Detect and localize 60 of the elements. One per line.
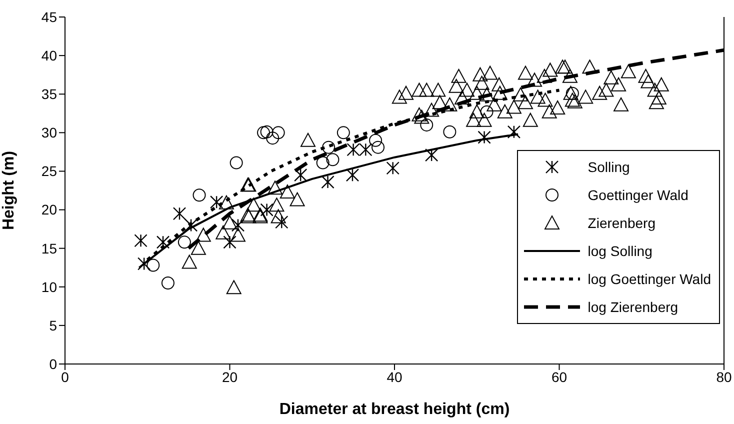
point xyxy=(272,126,285,140)
point xyxy=(156,236,170,249)
point xyxy=(372,140,385,154)
y-tick-label: 5 xyxy=(49,317,58,334)
y-tick-label: 25 xyxy=(41,163,58,180)
x-tick-label: 60 xyxy=(551,368,568,385)
point xyxy=(210,195,224,209)
point xyxy=(223,236,236,249)
x-tick-label: 20 xyxy=(222,368,238,385)
point xyxy=(321,175,334,189)
point xyxy=(386,162,400,175)
y-tick-label: 15 xyxy=(41,240,58,256)
point xyxy=(478,130,491,144)
point xyxy=(316,156,330,170)
y-tick-label: 20 xyxy=(41,202,58,218)
point xyxy=(346,168,360,182)
y-tick-label: 30 xyxy=(41,124,58,141)
point xyxy=(260,203,274,216)
point xyxy=(326,153,340,166)
x-tick-label: 40 xyxy=(386,368,402,385)
point xyxy=(443,125,456,138)
y-tick-label: 40 xyxy=(41,48,58,64)
point xyxy=(294,168,308,182)
point xyxy=(346,143,360,156)
x-axis-title: Diameter at breast height (cm) xyxy=(279,401,510,418)
point xyxy=(172,207,186,220)
point xyxy=(192,188,206,202)
legend-label: log Solling xyxy=(588,243,652,259)
legend-label: Solling xyxy=(588,159,630,175)
point xyxy=(359,143,372,156)
point xyxy=(161,276,174,290)
y-axis-title: Height (m) xyxy=(0,150,18,230)
point xyxy=(369,134,382,147)
point xyxy=(322,140,336,154)
y-tick-label: 45 xyxy=(41,8,58,25)
point xyxy=(146,258,160,272)
point xyxy=(230,156,243,170)
x-tick-label: 0 xyxy=(61,368,70,385)
point xyxy=(260,125,274,138)
point xyxy=(336,126,350,140)
point xyxy=(420,118,434,132)
point xyxy=(134,234,148,248)
point xyxy=(275,216,288,229)
y-tick-label: 10 xyxy=(41,278,58,295)
point xyxy=(184,218,198,232)
point xyxy=(566,86,579,100)
point xyxy=(257,126,270,140)
legend-label: Zierenberg xyxy=(588,215,656,231)
legend-label: log Zierenberg xyxy=(588,299,678,315)
legend-label: log Goettinger Wald xyxy=(588,271,711,287)
y-tick-label: 35 xyxy=(41,86,58,102)
point xyxy=(507,125,521,138)
x-tick-label: 80 xyxy=(716,368,732,385)
point xyxy=(424,148,438,162)
point xyxy=(231,218,245,232)
point xyxy=(178,236,191,249)
y-tick-label: 0 xyxy=(49,356,58,372)
point xyxy=(480,105,494,118)
legend-label: Goettinger Wald xyxy=(588,187,688,203)
point xyxy=(266,132,280,145)
